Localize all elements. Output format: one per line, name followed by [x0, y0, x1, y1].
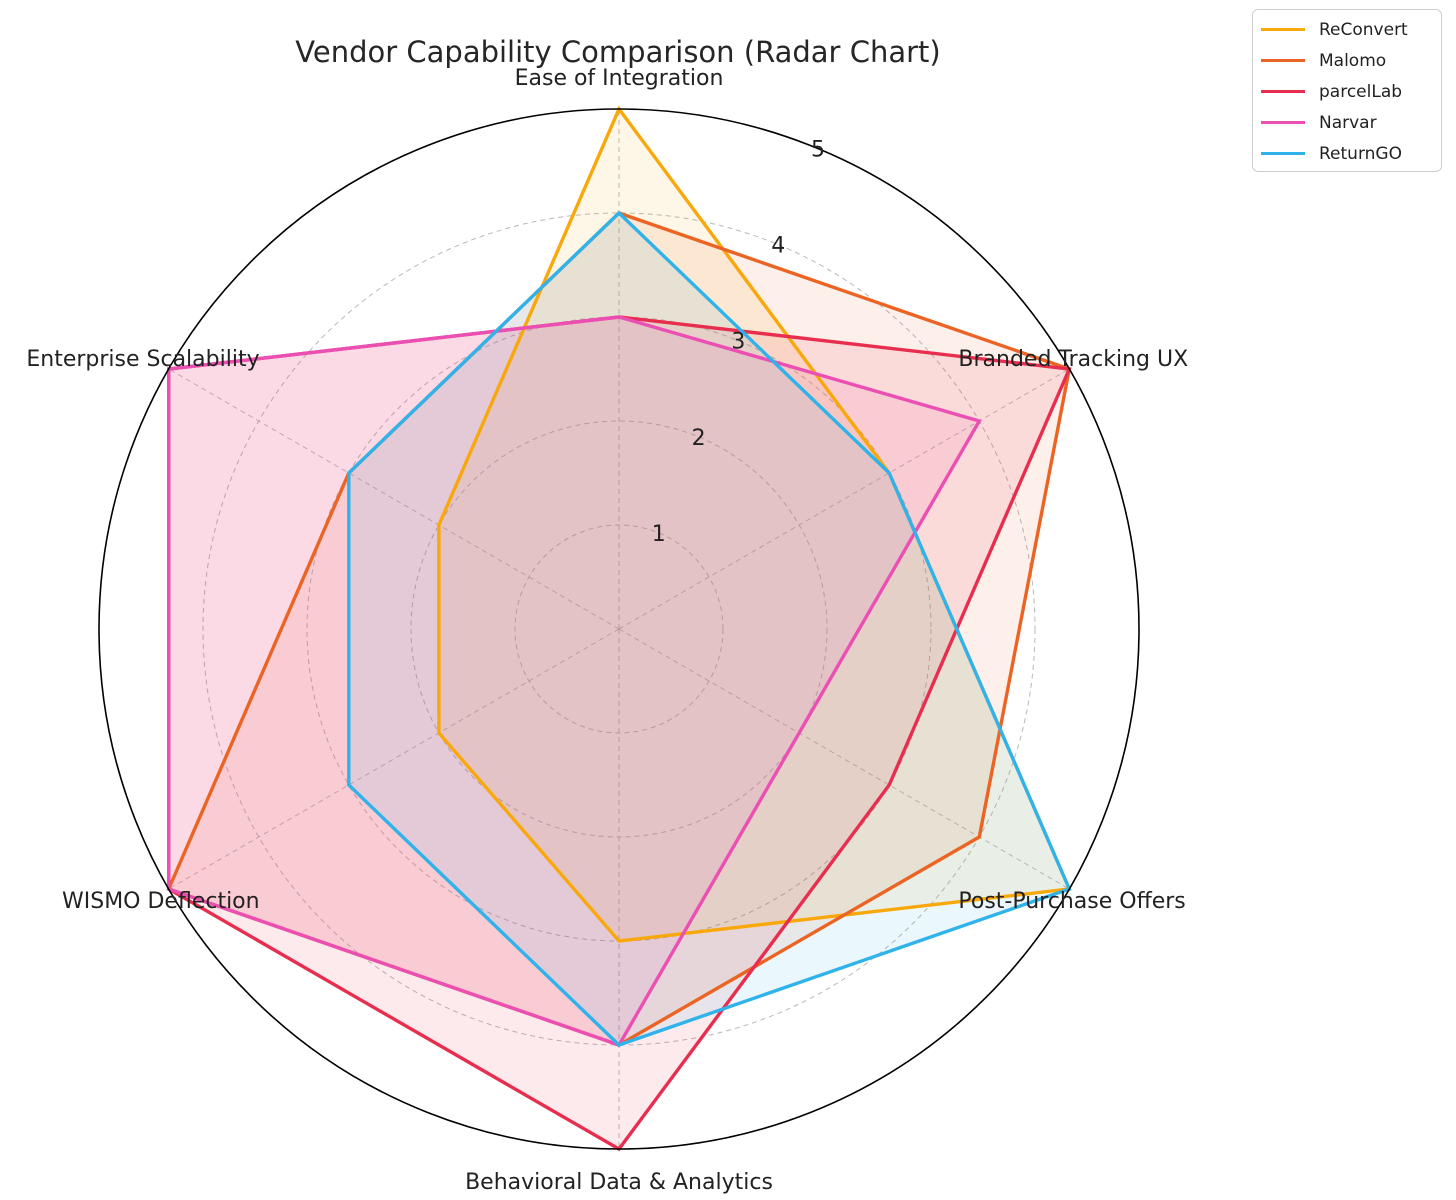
grid-spoke-5	[168, 628, 620, 890]
legend-item-returngo: ReturnGO	[1261, 138, 1433, 169]
axis-label-5: WISMO Deflection	[62, 889, 260, 914]
series-line-returngo	[347, 210, 1072, 1047]
legend-label: Malomo	[1319, 50, 1387, 71]
legend-item-reconvert: ReConvert	[1261, 14, 1433, 45]
legend-swatch	[1261, 59, 1305, 62]
legend-item-malomo: Malomo	[1261, 45, 1433, 76]
grid-spoke-2	[618, 368, 1070, 630]
legend: ReConvert Malomo parcelLab Narvar ReturnGO	[1252, 9, 1442, 172]
legend-swatch	[1261, 152, 1305, 155]
radial-tick-labels: 1 2 3 4 5	[652, 138, 825, 547]
legend-item-parcellab: parcelLab	[1261, 76, 1433, 107]
axis-label-6: Enterprise Scalability	[26, 347, 259, 372]
axis-label-2: Branded Tracking UX	[958, 347, 1188, 372]
axis-labels: Ease of Integration Branded Tracking UX Po…	[26, 66, 1188, 1195]
legend-item-narvar: Narvar	[1261, 107, 1433, 138]
series-fill-parcellab	[168, 317, 1070, 1149]
series-fill-narvar	[168, 317, 980, 1045]
radial-tick-label: 5	[811, 138, 825, 163]
axis-label-3: Post-Purchase Offers	[958, 889, 1185, 914]
radial-tick-label: 1	[652, 522, 666, 547]
legend-label: ReturnGO	[1319, 143, 1402, 164]
chart-title: Vendor Capability Comparison (Radar Char…	[295, 35, 940, 69]
legend-label: ReConvert	[1319, 19, 1408, 40]
grid-spoke-3	[618, 628, 1070, 890]
legend-label: Narvar	[1319, 112, 1377, 133]
legend-swatch	[1261, 121, 1305, 124]
radial-tick-label: 3	[731, 330, 745, 355]
outer-ring	[98, 108, 1140, 1150]
series-fills	[168, 109, 1070, 1149]
legend-swatch	[1261, 90, 1305, 93]
axis-label-1: Ease of Integration	[515, 66, 724, 91]
axis-label-4: Behavioral Data & Analytics	[465, 1170, 773, 1195]
grid-ring-4	[202, 212, 1036, 1046]
legend-label: parcelLab	[1319, 81, 1403, 102]
legend-swatch	[1261, 28, 1305, 31]
series-fill-malomo	[168, 213, 1070, 1045]
radial-tick-label: 2	[692, 426, 706, 451]
grid-spoke-6	[168, 368, 620, 630]
radial-tick-label: 4	[771, 234, 785, 259]
